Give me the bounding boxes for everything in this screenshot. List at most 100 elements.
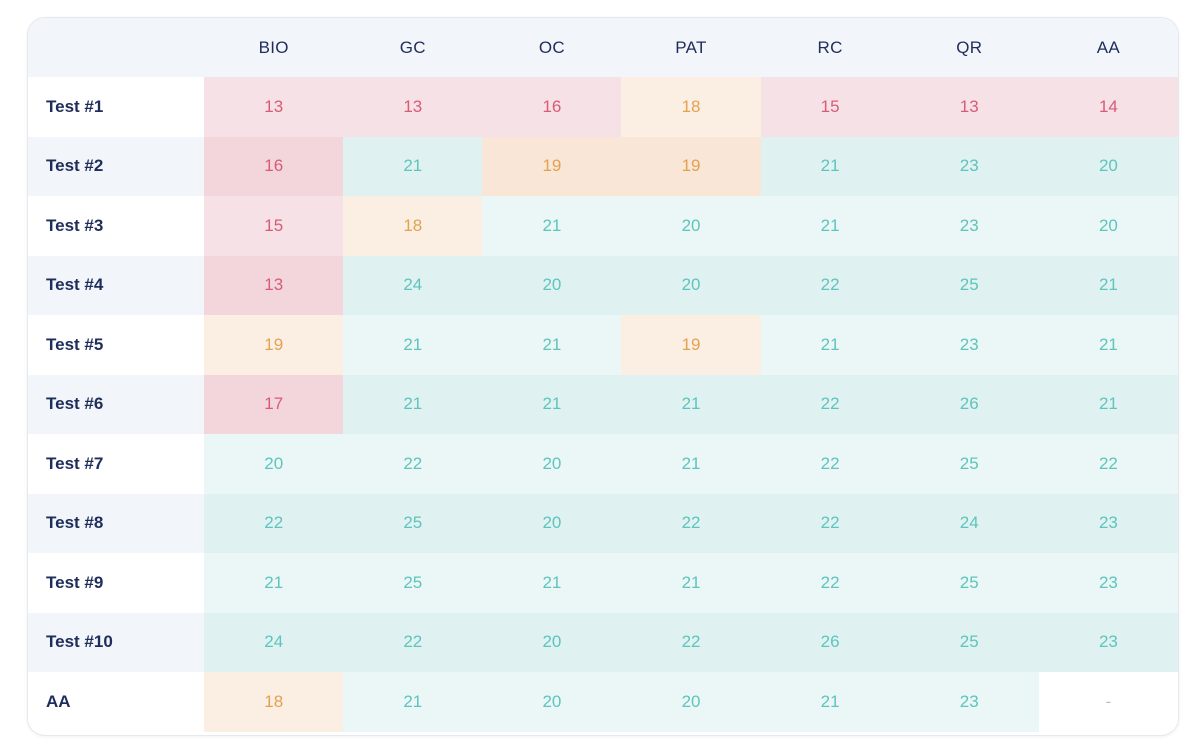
- column-header-qr: QR: [899, 18, 1039, 77]
- score-cell-pat: 21: [621, 374, 761, 434]
- row-label: Test #3: [28, 196, 205, 256]
- score-cell-pat: 22: [621, 493, 761, 553]
- score-cell-gc: 24: [343, 255, 483, 315]
- score-cell-oc: 21: [482, 553, 622, 613]
- score-cell-qr: 25: [899, 255, 1039, 315]
- score-cell-bio: 16: [204, 136, 344, 196]
- score-cell-pat: 22: [621, 612, 761, 672]
- score-cell-pat: 21: [621, 434, 761, 494]
- score-cell-rc: 21: [760, 672, 900, 732]
- score-cell-rc: 22: [760, 255, 900, 315]
- row-label: Test #9: [28, 553, 205, 613]
- column-header-rc: RC: [760, 18, 900, 77]
- score-cell-pat: 18: [621, 77, 761, 137]
- table-row: Test #6 17 21 21 21 22 26 21: [28, 374, 1178, 434]
- score-cell-aa: 21: [1038, 315, 1178, 375]
- score-cell-bio: 21: [204, 553, 344, 613]
- score-cell-rc: 15: [760, 77, 900, 137]
- score-cell-qr: 25: [899, 553, 1039, 613]
- score-cell-oc: 20: [482, 493, 622, 553]
- row-label: Test #1: [28, 77, 205, 137]
- column-header-gc: GC: [343, 18, 483, 77]
- score-cell-bio: 13: [204, 77, 344, 137]
- score-cell-oc: 21: [482, 374, 622, 434]
- score-cell-aa: 20: [1038, 196, 1178, 256]
- score-cell-aa: 14: [1038, 77, 1178, 137]
- column-header-pat: PAT: [621, 18, 761, 77]
- score-cell-qr: 23: [899, 196, 1039, 256]
- score-cell-bio: 24: [204, 612, 344, 672]
- row-label: Test #7: [28, 434, 205, 494]
- score-cell-pat: 19: [621, 136, 761, 196]
- score-cell-gc: 21: [343, 315, 483, 375]
- score-cell-gc: 13: [343, 77, 483, 137]
- score-cell-bio: 15: [204, 196, 344, 256]
- score-cell-qr: 23: [899, 672, 1039, 732]
- table-row: Test #10 24 22 20 22 26 25 23: [28, 612, 1178, 672]
- score-cell-rc: 22: [760, 493, 900, 553]
- score-cell-gc: 21: [343, 374, 483, 434]
- score-cell-pat: 19: [621, 315, 761, 375]
- score-cell-rc: 22: [760, 374, 900, 434]
- score-cell-oc: 20: [482, 612, 622, 672]
- header-corner-cell: [28, 18, 205, 77]
- row-label: AA: [28, 672, 205, 732]
- score-cell-gc: 21: [343, 672, 483, 732]
- score-cell-rc: 26: [760, 612, 900, 672]
- score-cell-pat: 21: [621, 553, 761, 613]
- score-cell-pat: 20: [621, 672, 761, 732]
- score-cell-gc: 22: [343, 434, 483, 494]
- score-cell-oc: 19: [482, 136, 622, 196]
- column-header-bio: BIO: [204, 18, 344, 77]
- row-label: Test #5: [28, 315, 205, 375]
- row-label: Test #8: [28, 493, 205, 553]
- score-cell-gc: 22: [343, 612, 483, 672]
- column-header-aa: AA: [1038, 18, 1178, 77]
- score-cell-aa: -: [1038, 672, 1178, 732]
- score-cell-aa: 22: [1038, 434, 1178, 494]
- score-cell-aa: 23: [1038, 612, 1178, 672]
- score-cell-oc: 21: [482, 315, 622, 375]
- table-body: Test #1 13 13 16 18 15 13 14 Test #2 16 21 19 19 21 23…: [28, 77, 1178, 732]
- score-cell-qr: 25: [899, 612, 1039, 672]
- score-cell-rc: 21: [760, 136, 900, 196]
- score-cell-rc: 21: [760, 315, 900, 375]
- score-cell-gc: 25: [343, 493, 483, 553]
- score-cell-rc: 22: [760, 434, 900, 494]
- score-table-card: BIO GC OC PAT RC QR AA Test #1 13 13 16 18 15…: [27, 17, 1179, 736]
- score-cell-pat: 20: [621, 196, 761, 256]
- table-row: AA 18 21 20 20 21 23-: [28, 672, 1178, 732]
- score-cell-oc: 20: [482, 255, 622, 315]
- score-cell-bio: 13: [204, 255, 344, 315]
- score-cell-oc: 16: [482, 77, 622, 137]
- score-cell-bio: 22: [204, 493, 344, 553]
- row-label: Test #10: [28, 612, 205, 672]
- score-cell-gc: 21: [343, 136, 483, 196]
- score-cell-pat: 20: [621, 255, 761, 315]
- score-cell-bio: 19: [204, 315, 344, 375]
- score-cell-bio: 20: [204, 434, 344, 494]
- score-cell-gc: 25: [343, 553, 483, 613]
- table-row: Test #2 16 21 19 19 21 23 20: [28, 136, 1178, 196]
- score-cell-qr: 25: [899, 434, 1039, 494]
- score-cell-qr: 23: [899, 315, 1039, 375]
- score-cell-oc: 20: [482, 672, 622, 732]
- table-header-row: BIO GC OC PAT RC QR AA: [28, 18, 1178, 77]
- table-row: Test #9 21 25 21 21 22 25 23: [28, 553, 1178, 613]
- score-cell-gc: 18: [343, 196, 483, 256]
- row-label: Test #6: [28, 374, 205, 434]
- table-row: Test #7 20 22 20 21 22 25 22: [28, 434, 1178, 494]
- column-header-oc: OC: [482, 18, 622, 77]
- score-cell-qr: 26: [899, 374, 1039, 434]
- score-cell-aa: 23: [1038, 553, 1178, 613]
- score-cell-qr: 23: [899, 136, 1039, 196]
- score-cell-bio: 17: [204, 374, 344, 434]
- score-cell-aa: 21: [1038, 374, 1178, 434]
- score-cell-qr: 24: [899, 493, 1039, 553]
- score-cell-bio: 18: [204, 672, 344, 732]
- score-cell-aa: 21: [1038, 255, 1178, 315]
- score-cell-oc: 20: [482, 434, 622, 494]
- score-cell-oc: 21: [482, 196, 622, 256]
- score-table: BIO GC OC PAT RC QR AA Test #1 13 13 16 18 15…: [28, 18, 1178, 732]
- score-cell-aa: 23: [1038, 493, 1178, 553]
